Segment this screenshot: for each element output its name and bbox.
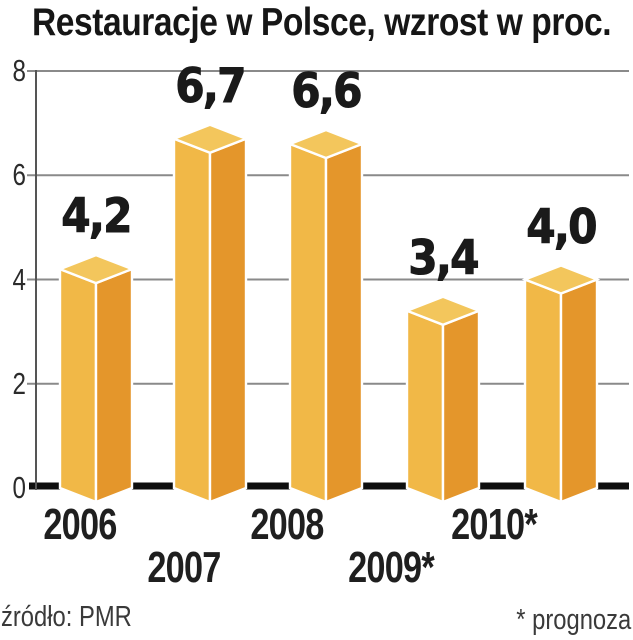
bar-left-face-2006 bbox=[58, 267, 98, 504]
bar-left-face-2008 bbox=[288, 142, 328, 504]
bar-right-face-2009* bbox=[441, 309, 481, 504]
bar-top-face-2006 bbox=[56, 253, 136, 285]
bar-left-face-2007 bbox=[172, 137, 212, 504]
bar-left-face-2010* bbox=[523, 277, 563, 504]
bar-right-face-2008 bbox=[324, 142, 364, 504]
bar-right-face-2006 bbox=[94, 267, 134, 504]
bar-left-face-2009* bbox=[405, 309, 445, 504]
bar-top-face-2010* bbox=[521, 264, 601, 295]
bar-right-face-2010* bbox=[559, 277, 599, 504]
bar-top-face-2008 bbox=[286, 128, 366, 160]
bar-top-face-2009* bbox=[403, 295, 483, 327]
bar-top-face-2007 bbox=[170, 123, 250, 155]
bar-right-face-2007 bbox=[208, 137, 248, 504]
